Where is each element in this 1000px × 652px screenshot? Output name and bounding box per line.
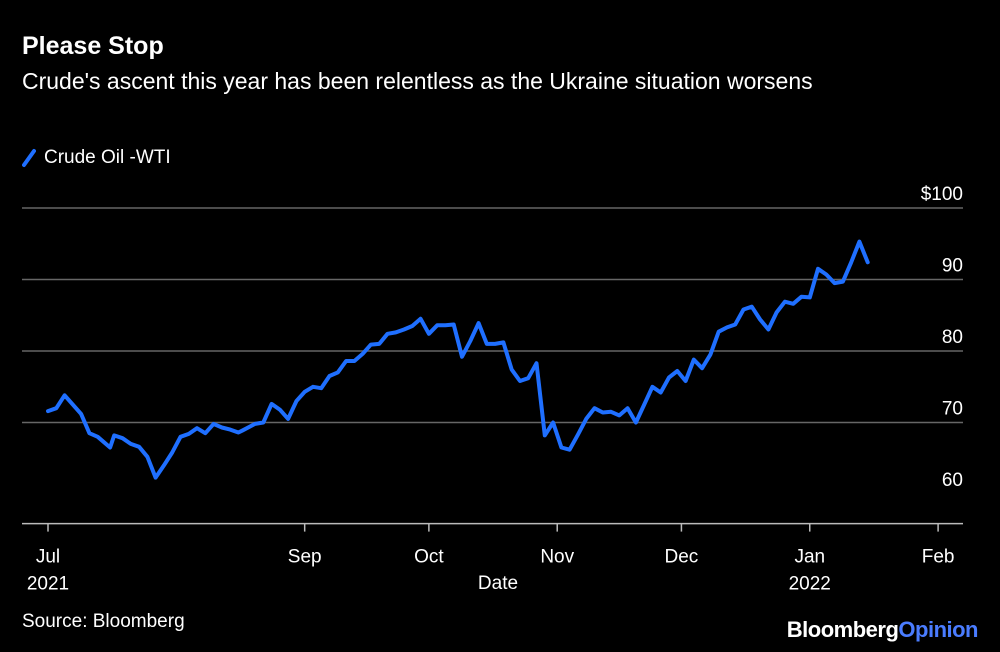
x-axis-title: Date <box>478 573 518 594</box>
x-tick-label: Nov <box>540 547 574 568</box>
series-line-crude-oil-wti <box>46 239 870 480</box>
x-tick-label: Oct <box>414 547 444 568</box>
legend-swatch-icon <box>22 149 36 167</box>
x-tick-label: Dec <box>665 547 699 568</box>
y-tick-label: 90 <box>942 256 963 277</box>
x-tick-label: Feb <box>922 547 955 568</box>
y-tick-label: 80 <box>942 327 963 348</box>
chart-subtitle: Crude's ascent this year has been relent… <box>22 68 813 94</box>
x-tick-year-label: 2022 <box>789 574 831 595</box>
chart-title: Please Stop <box>22 32 164 60</box>
y-tick-label: 70 <box>942 399 963 420</box>
legend-label: Crude Oil -WTI <box>44 147 171 168</box>
y-tick-label: 60 <box>942 470 963 491</box>
x-tick-year-label: 2021 <box>27 574 69 595</box>
x-tick-label: Jul <box>36 547 60 568</box>
brand-logo: BloombergOpinion <box>786 617 979 642</box>
x-tick-label: Jan <box>794 547 825 568</box>
y-tick-label: $100 <box>921 184 963 205</box>
x-tick-label: Sep <box>288 547 322 568</box>
legend: Crude Oil -WTI <box>22 147 171 169</box>
source-note: Source: Bloomberg <box>22 611 185 632</box>
